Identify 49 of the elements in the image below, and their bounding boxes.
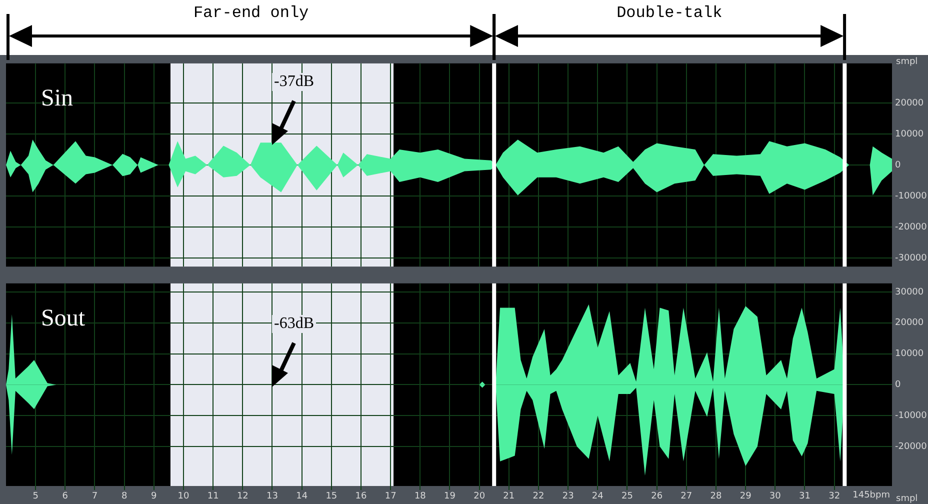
- x-tick-label: 8: [121, 492, 128, 502]
- y-axis-title: smpl: [896, 56, 918, 67]
- x-tick-label: 9: [151, 492, 158, 502]
- y-tick-label: 20000: [895, 318, 924, 328]
- y-tick-label: 0: [895, 380, 901, 390]
- x-tick-label: 7: [92, 492, 98, 502]
- annotation: -63dB: [272, 315, 316, 334]
- text: Sout: [41, 306, 86, 332]
- y-tick-label: 0: [895, 160, 901, 170]
- y-tick-label: 10000: [895, 129, 924, 140]
- y-tick-label: -30000: [895, 253, 928, 264]
- x-tick-label: 14: [296, 492, 308, 502]
- y-tick-label: 30000: [895, 287, 924, 298]
- y-tick-label: -20000: [895, 442, 928, 452]
- x-tick-label: 21: [503, 492, 515, 502]
- y-tick-label: -10000: [895, 410, 928, 421]
- x-tick-label: 10: [178, 492, 190, 502]
- text: Double-talk: [616, 4, 722, 22]
- x-tick-label: 16: [355, 492, 367, 502]
- x-tick-label: 11: [207, 492, 219, 502]
- x-tick-label: 30: [769, 492, 782, 502]
- x-tick-label: 31: [799, 492, 810, 502]
- x-tick-label: 12: [236, 492, 248, 502]
- text: Far-end only: [193, 4, 309, 22]
- x-tick-label: 28: [710, 492, 722, 502]
- y-tick-label: 10000: [895, 349, 924, 360]
- x-tick-label: 29: [740, 492, 752, 502]
- x-tick-label: 6: [62, 492, 68, 502]
- y-tick-label: -20000: [895, 222, 928, 232]
- x-tick-label: 25: [622, 492, 633, 502]
- y-axis-title: smpl: [896, 494, 918, 504]
- x-tick-label: 23: [562, 492, 574, 502]
- x-tick-label: 20: [474, 492, 486, 502]
- x-tick-label: 15: [326, 492, 338, 502]
- y-tick-label: -10000: [895, 191, 928, 202]
- x-tick-label: 18: [414, 492, 426, 502]
- x-tick-label: 32: [828, 492, 840, 502]
- x-axis-title: 145bpm: [852, 490, 890, 500]
- x-tick-label: 27: [680, 492, 692, 502]
- annotation: -37dB: [272, 73, 316, 92]
- x-tick-label: 22: [532, 492, 544, 502]
- x-tick-label: 24: [592, 492, 604, 502]
- x-tick-label: 19: [444, 492, 456, 502]
- x-tick-label: 26: [651, 492, 663, 502]
- x-tick-label: 13: [266, 492, 278, 502]
- y-tick-label: 20000: [895, 98, 924, 108]
- x-tick-label: 5: [32, 492, 38, 502]
- x-tick-label: 17: [384, 492, 396, 502]
- text: Sin: [41, 86, 74, 112]
